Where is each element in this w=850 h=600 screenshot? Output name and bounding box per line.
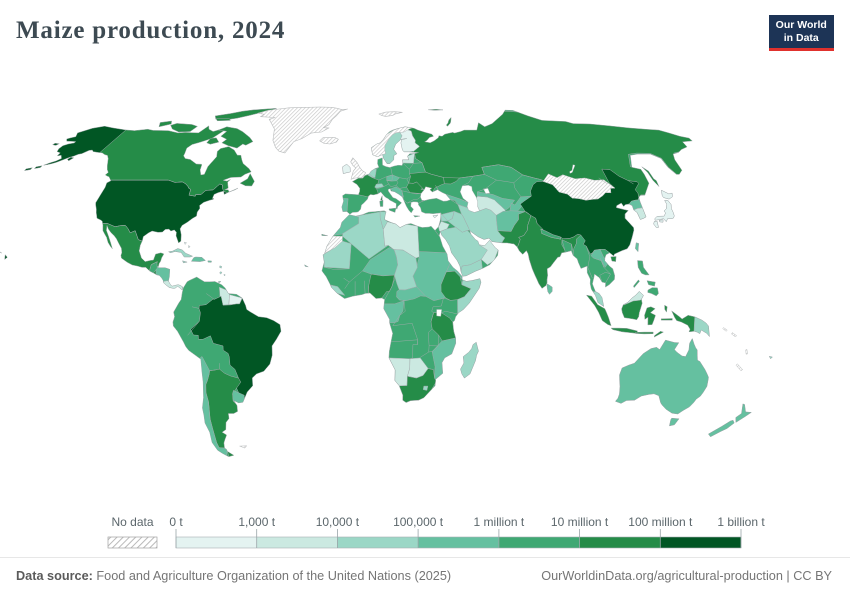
svg-text:1 million t: 1 million t [474, 515, 525, 529]
svg-text:1,000 t: 1,000 t [238, 515, 275, 529]
svg-text:100 million t: 100 million t [628, 515, 693, 529]
svg-text:10 million t: 10 million t [551, 515, 609, 529]
svg-text:0 t: 0 t [169, 515, 183, 529]
svg-text:100,000 t: 100,000 t [393, 515, 444, 529]
svg-text:1 billion t: 1 billion t [717, 515, 765, 529]
svg-text:10,000 t: 10,000 t [316, 515, 360, 529]
svg-text:No data: No data [111, 515, 153, 529]
